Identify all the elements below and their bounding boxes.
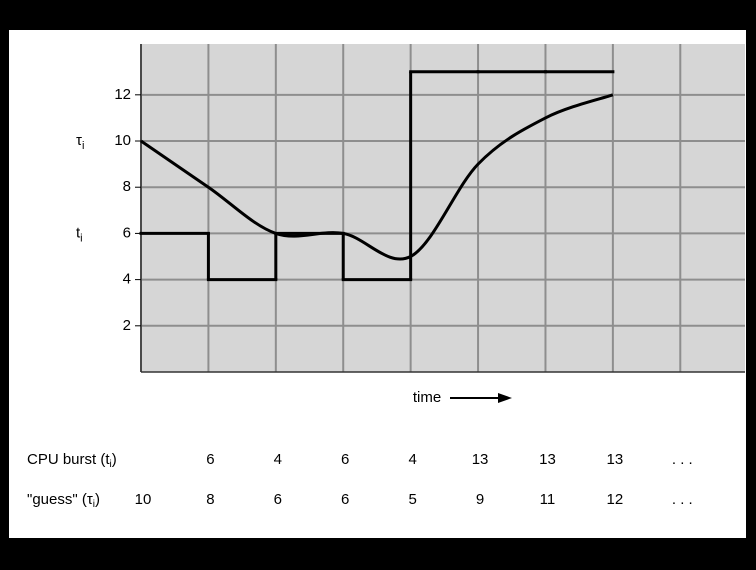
table-cell: 6 — [274, 491, 282, 508]
table-cell: 6 — [341, 451, 349, 468]
row-label-text: CPU burst (t — [27, 451, 110, 468]
row-label-end: ) — [112, 451, 117, 468]
table-cell: 5 — [408, 491, 416, 508]
table-cell: 8 — [206, 491, 214, 508]
row-label-sub: i — [110, 459, 112, 470]
table-cell: 11 — [540, 491, 556, 508]
table-cell: 13 — [539, 451, 556, 468]
row-label: "guess" (τi) — [27, 491, 100, 510]
y-tick-label: 10 — [114, 132, 131, 149]
y-tick-label: 2 — [123, 317, 131, 334]
table-cell: 10 — [135, 491, 152, 508]
table-cell: 13 — [472, 451, 489, 468]
table-cell: 13 — [607, 451, 624, 468]
row-label-end: ) — [95, 491, 100, 508]
arrow-head — [498, 393, 512, 403]
table-cell: 12 — [607, 491, 624, 508]
table-cell: 9 — [476, 491, 484, 508]
y-tick-label: 4 — [123, 271, 131, 288]
table-ellipsis: . . . — [672, 451, 693, 468]
row-label-text: "guess" (τ — [27, 491, 93, 508]
guess-curve — [140, 93, 614, 261]
table-cell: 6 — [206, 451, 214, 468]
annotation-symbol: τ — [76, 132, 82, 149]
y-annotation: ti — [76, 224, 83, 244]
y-annotation: τi — [76, 132, 84, 152]
row-label: CPU burst (ti) — [27, 451, 117, 470]
x-axis-label: time — [413, 389, 441, 406]
table-cell: 6 — [341, 491, 349, 508]
table-cell: 4 — [274, 451, 282, 468]
row-label-sub: i — [93, 499, 95, 510]
table-ellipsis: . . . — [672, 491, 693, 508]
y-tick-label: 8 — [123, 178, 131, 195]
y-tick-label: 12 — [114, 86, 131, 103]
annotation-sub: i — [82, 140, 84, 152]
annotation-symbol: t — [76, 224, 81, 241]
annotation-sub: i — [80, 232, 82, 244]
y-tick-label: 6 — [123, 224, 131, 241]
plot-area — [141, 44, 745, 372]
table-cell: 4 — [408, 451, 416, 468]
